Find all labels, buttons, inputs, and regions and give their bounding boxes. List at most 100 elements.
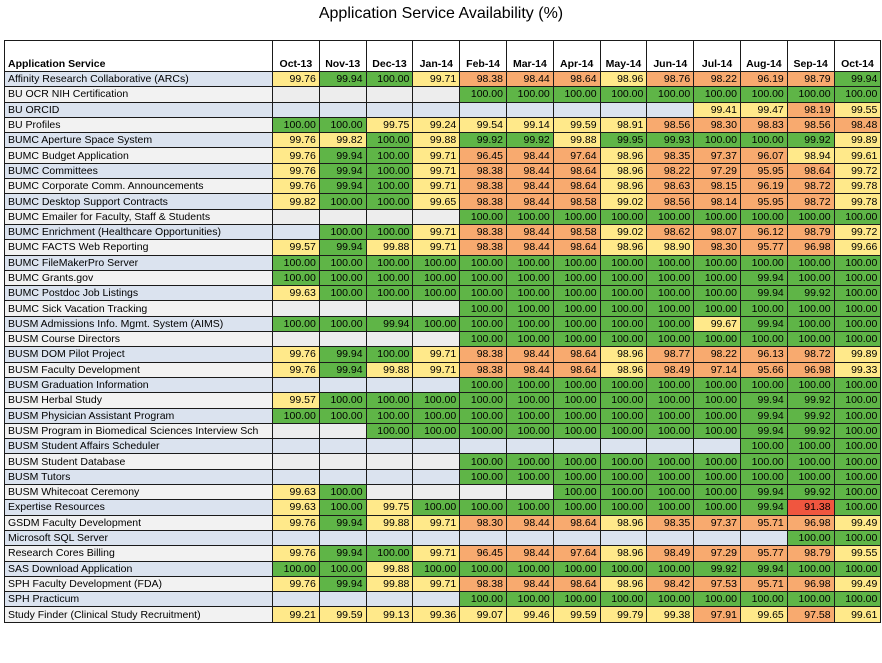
value-cell: 98.07 (693, 223, 741, 241)
value-cell: 95.77 (739, 545, 788, 562)
value-cell: 99.88 (365, 560, 414, 577)
value-cell (693, 438, 741, 455)
value-cell: 98.90 (646, 239, 695, 256)
value-cell: 99.71 (412, 514, 461, 531)
value-cell: 97.64 (552, 147, 601, 164)
value-cell: 99.93 (646, 132, 695, 149)
value-cell: 100.00 (599, 208, 648, 225)
value-cell: 100.00 (459, 208, 507, 225)
table-row: Microsoft SQL Server 100.00 100.00 (4, 529, 882, 547)
value-cell (459, 529, 507, 547)
value-cell: 97.37 (693, 147, 741, 164)
value-cell: 98.44 (505, 346, 554, 363)
value-cell: 100.00 (693, 331, 741, 348)
value-cell: 100.00 (318, 193, 367, 210)
value-cell: 100.00 (833, 86, 882, 103)
value-cell: 98.94 (786, 147, 835, 164)
value-cell: 100.00 (739, 438, 788, 455)
table-row: BU Profiles 100.00 100.00 99.75 99.24 99.54 99… (4, 116, 882, 134)
value-cell: 99.61 (833, 606, 882, 623)
value-cell (365, 529, 414, 547)
value-cell (318, 376, 367, 394)
column-header-apr-14: Apr-14 (552, 40, 601, 72)
header-row: Application Service Oct-13 Nov-13 Dec-13 Ja… (4, 40, 882, 72)
value-cell: 100.00 (599, 484, 648, 501)
value-cell: 98.58 (552, 223, 601, 241)
value-cell: 99.88 (365, 361, 414, 378)
value-cell: 100.00 (412, 254, 461, 271)
table-row: BUSM Whitecoat Ceremony 99.63 100.00 100.00… (4, 484, 882, 501)
value-cell: 100.00 (505, 269, 554, 287)
value-cell: 100.00 (365, 132, 414, 149)
value-cell: 100.00 (459, 407, 507, 424)
value-cell: 100.00 (318, 392, 367, 409)
value-cell: 99.63 (272, 499, 320, 516)
value-cell: 99.94 (739, 422, 788, 440)
value-cell: 98.38 (459, 193, 507, 210)
value-cell: 99.24 (412, 116, 461, 134)
value-cell: 99.92 (459, 132, 507, 149)
value-cell: 100.00 (318, 285, 367, 302)
value-cell: 98.64 (552, 575, 601, 593)
value-cell: 99.94 (318, 70, 367, 88)
value-cell: 100.00 (318, 254, 367, 271)
value-cell: 100.00 (693, 591, 741, 608)
value-cell: 99.71 (412, 162, 461, 180)
table-body: Affinity Research Collaborative (ARCs) 99… (4, 70, 882, 623)
value-cell: 100.00 (833, 560, 882, 577)
value-cell: 96.98 (786, 239, 835, 256)
value-cell: 99.63 (272, 285, 320, 302)
value-cell: 99.38 (646, 606, 695, 623)
value-cell: 99.76 (272, 545, 320, 562)
value-cell: 98.44 (505, 575, 554, 593)
value-cell: 98.72 (786, 193, 835, 210)
value-cell (272, 438, 320, 455)
value-cell: 100.00 (365, 392, 414, 409)
value-cell: 100.00 (833, 208, 882, 225)
value-cell: 97.91 (693, 606, 741, 623)
value-cell: 100.00 (646, 331, 695, 348)
value-cell: 99.71 (412, 361, 461, 378)
value-cell: 100.00 (505, 422, 554, 440)
value-cell: 100.00 (505, 560, 554, 577)
value-cell: 100.00 (505, 591, 554, 608)
value-cell: 100.00 (693, 499, 741, 516)
value-cell: 98.91 (599, 116, 648, 134)
row-label: SPH Faculty Development (FDA) (4, 575, 273, 593)
row-label: BU Profiles (4, 116, 273, 134)
value-cell: 100.00 (365, 178, 414, 195)
value-cell: 99.14 (505, 116, 554, 134)
value-cell: 100.00 (693, 285, 741, 302)
value-cell: 100.00 (365, 407, 414, 424)
table-row: BUMC Aperture Space System 99.76 99.82 100.… (4, 132, 882, 149)
value-cell: 100.00 (552, 285, 601, 302)
value-cell: 99.88 (552, 132, 601, 149)
value-cell: 98.96 (599, 70, 648, 88)
table-row: BUMC Enrichment (Healthcare Opportunitie… (4, 223, 882, 241)
table-row: Study Finder (Clinical Study Recruitment… (4, 606, 882, 623)
value-cell: 99.59 (552, 606, 601, 623)
value-cell: 98.64 (552, 361, 601, 378)
value-cell: 99.71 (412, 178, 461, 195)
value-cell: 95.71 (739, 575, 788, 593)
value-cell: 100.00 (365, 193, 414, 210)
value-cell: 97.58 (786, 606, 835, 623)
row-label: BUMC Budget Application (4, 147, 273, 164)
value-cell: 98.96 (599, 162, 648, 180)
value-cell: 99.94 (318, 162, 367, 180)
value-cell: 99.95 (599, 132, 648, 149)
value-cell: 100.00 (693, 132, 741, 149)
value-cell: 100.00 (318, 560, 367, 577)
value-cell: 100.00 (552, 560, 601, 577)
value-cell: 100.00 (599, 453, 648, 470)
value-cell: 100.00 (552, 254, 601, 271)
value-cell: 98.79 (786, 223, 835, 241)
value-cell (459, 438, 507, 455)
value-cell (365, 591, 414, 608)
value-cell: 100.00 (318, 499, 367, 516)
value-cell (365, 101, 414, 118)
value-cell: 100.00 (739, 376, 788, 394)
table-row: BUMC Budget Application 99.76 99.94 100.00 9… (4, 147, 882, 164)
value-cell: 100.00 (739, 591, 788, 608)
value-cell (412, 208, 461, 225)
